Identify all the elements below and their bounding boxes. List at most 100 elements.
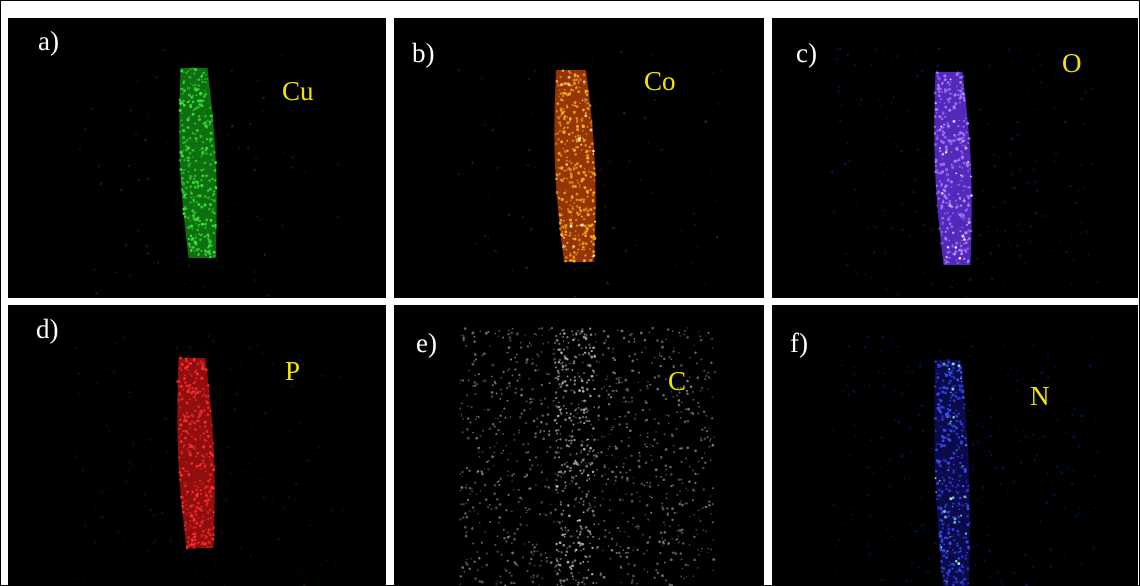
signal-dot bbox=[583, 336, 586, 339]
noise-dot bbox=[981, 382, 983, 384]
noise-dot bbox=[887, 542, 889, 544]
particle-dot bbox=[205, 81, 207, 83]
noise-dot bbox=[479, 580, 481, 582]
noise-dot bbox=[654, 357, 656, 359]
particle-dot bbox=[195, 377, 197, 379]
noise-dot bbox=[625, 494, 626, 495]
particle-dot bbox=[937, 135, 939, 137]
particle-dot bbox=[579, 102, 580, 103]
particle-dot bbox=[591, 223, 594, 226]
noise-dot bbox=[583, 580, 584, 581]
noise-dot bbox=[999, 421, 1000, 422]
noise-dot bbox=[248, 440, 249, 441]
particle-dot bbox=[195, 223, 196, 224]
noise-dot bbox=[1054, 77, 1056, 79]
particle-dot bbox=[204, 204, 207, 207]
noise-dot bbox=[473, 510, 475, 512]
particle-dot bbox=[955, 426, 958, 429]
particle-dot bbox=[211, 523, 213, 525]
noise-dot bbox=[525, 422, 527, 424]
noise-dot bbox=[605, 339, 606, 340]
noise-dot bbox=[681, 402, 682, 403]
noise-dot bbox=[462, 516, 464, 518]
particle-dot bbox=[963, 537, 965, 539]
particle-dot bbox=[934, 92, 937, 95]
noise-dot bbox=[676, 265, 678, 267]
noise-dot bbox=[1077, 189, 1079, 191]
particle-dot bbox=[559, 76, 561, 78]
particle-dot bbox=[178, 385, 180, 387]
noise-dot bbox=[1055, 232, 1056, 233]
noise-dot bbox=[681, 504, 684, 507]
particle-dot bbox=[953, 394, 955, 396]
particle-dot bbox=[960, 581, 962, 583]
particle-dot bbox=[575, 78, 578, 81]
noise-dot bbox=[651, 497, 653, 499]
signal-dot bbox=[557, 439, 559, 441]
particle-dot bbox=[202, 519, 204, 521]
noise-dot bbox=[846, 263, 849, 266]
noise-dot bbox=[629, 401, 631, 403]
noise-dot bbox=[129, 391, 132, 394]
particle-dot bbox=[192, 67, 194, 69]
particle-dot bbox=[579, 165, 582, 168]
noise-dot bbox=[228, 394, 230, 396]
noise-dot bbox=[541, 384, 543, 386]
noise-dot bbox=[529, 402, 531, 404]
noise-dot bbox=[1065, 210, 1066, 211]
element-label: P bbox=[285, 356, 300, 386]
signal-dot bbox=[556, 573, 559, 576]
noise-dot bbox=[680, 479, 682, 481]
signal-dot bbox=[570, 467, 573, 470]
particle-dot bbox=[205, 124, 207, 126]
noise-dot bbox=[1069, 377, 1071, 379]
noise-dot bbox=[470, 406, 473, 409]
particle-dot bbox=[934, 143, 937, 146]
signal-dot bbox=[570, 454, 572, 456]
noise-dot bbox=[309, 524, 311, 526]
noise-dot bbox=[630, 455, 632, 457]
particle-dot bbox=[935, 381, 937, 383]
noise-dot bbox=[1065, 251, 1068, 254]
noise-dot bbox=[562, 397, 564, 399]
noise-dot bbox=[513, 582, 515, 584]
noise-dot bbox=[1086, 508, 1088, 510]
particle-dot bbox=[199, 426, 201, 428]
noise-dot bbox=[877, 218, 879, 220]
particle-dot bbox=[933, 126, 935, 128]
noise-dot bbox=[524, 475, 527, 478]
noise-dot bbox=[705, 284, 707, 286]
noise-dot bbox=[271, 363, 274, 366]
noise-dot bbox=[477, 513, 479, 515]
noise-dot bbox=[545, 514, 547, 516]
particle-dot bbox=[581, 149, 583, 151]
noise-dot bbox=[144, 139, 147, 142]
noise-dot bbox=[639, 501, 640, 502]
particle-dot bbox=[957, 94, 959, 96]
particle-dot bbox=[191, 228, 193, 230]
particle-dot bbox=[209, 479, 211, 481]
particle-dot bbox=[945, 437, 947, 439]
particle-dot bbox=[939, 387, 942, 390]
signal-dot bbox=[585, 347, 587, 349]
noise-dot bbox=[337, 216, 339, 218]
particle-dot bbox=[969, 164, 971, 166]
particle-dot bbox=[938, 86, 940, 88]
noise-dot bbox=[545, 423, 548, 426]
particle-dot bbox=[936, 192, 939, 195]
particle-dot bbox=[186, 181, 189, 184]
noise-dot bbox=[971, 414, 972, 415]
particle-dot bbox=[573, 90, 575, 92]
noise-dot bbox=[920, 497, 922, 499]
noise-dot bbox=[1017, 496, 1019, 498]
noise-dot bbox=[609, 532, 611, 534]
noise-dot bbox=[693, 344, 694, 345]
particle-dot bbox=[951, 93, 953, 95]
panel: f)N bbox=[772, 305, 1138, 586]
noise-dot bbox=[472, 506, 475, 509]
particle-dot bbox=[951, 186, 953, 188]
particle-dot bbox=[559, 173, 561, 175]
noise-dot bbox=[909, 530, 910, 531]
noise-dot bbox=[515, 388, 517, 390]
signal-dot bbox=[588, 491, 590, 493]
